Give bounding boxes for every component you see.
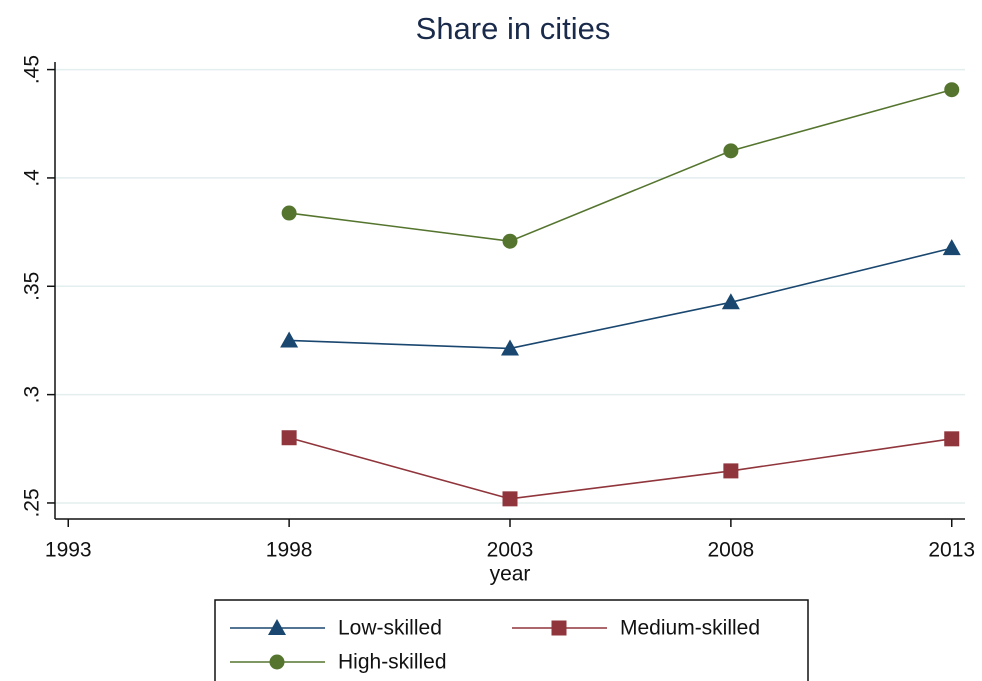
marker	[723, 463, 739, 479]
marker	[723, 143, 739, 159]
series-line	[289, 88, 952, 243]
marker	[269, 654, 285, 670]
legend-label: Low-skilled	[338, 617, 442, 640]
legend-box	[214, 599, 809, 681]
legend-label: Medium-skilled	[620, 617, 760, 640]
x-tick-label: 1993	[45, 539, 92, 562]
y-tick-label: .25	[21, 488, 44, 517]
marker	[281, 205, 297, 221]
marker	[551, 620, 567, 636]
marker	[502, 491, 518, 507]
y-tick-label: .3	[21, 386, 44, 404]
marker	[721, 293, 740, 310]
marker	[944, 431, 960, 447]
x-tick-label: 2008	[708, 539, 755, 562]
marker	[944, 82, 960, 98]
x-axis-title: year	[490, 563, 531, 586]
y-tick-label: .35	[21, 272, 44, 301]
legend-label: High-skilled	[338, 651, 447, 674]
y-tick-label: .4	[21, 169, 44, 187]
marker	[942, 239, 961, 256]
series-line	[289, 247, 952, 350]
series-line	[288, 436, 952, 500]
x-tick-label: 1998	[266, 539, 313, 562]
marker	[280, 331, 299, 348]
y-tick-label: .45	[21, 55, 44, 84]
marker	[281, 430, 297, 446]
x-tick-label: 2003	[487, 539, 534, 562]
marker	[268, 619, 286, 635]
marker	[502, 233, 518, 249]
marker	[501, 339, 519, 356]
chart-title: Share in cities	[416, 11, 611, 46]
x-tick-label: 2013	[928, 539, 975, 562]
